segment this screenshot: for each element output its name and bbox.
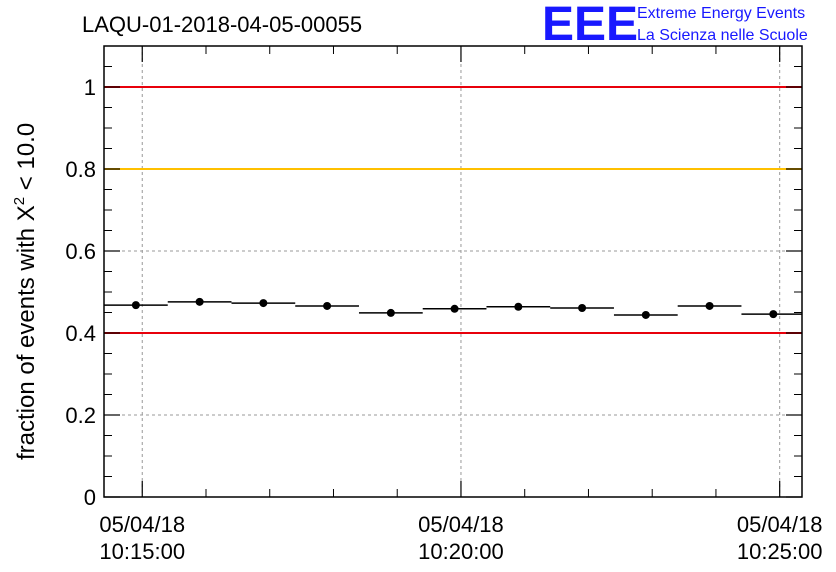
y-axis-label: fraction of events with X2 < 10.0 xyxy=(11,123,40,460)
y-axis-label-symbol: X xyxy=(13,205,40,221)
x-tick-date: 05/04/18 xyxy=(737,512,823,537)
x-tick-time: 10:15:00 xyxy=(99,539,185,564)
y-axis-label-prefix: fraction of events with xyxy=(13,221,40,460)
chart-title: LAQU-01-2018-04-05-00055 xyxy=(82,12,362,37)
y-tick-label: 0.2 xyxy=(65,403,96,428)
y-axis-label-exponent: 2 xyxy=(11,197,28,205)
y-tick-label: 0.6 xyxy=(65,239,96,264)
y-tick-label: 0.8 xyxy=(65,157,96,182)
axis-ticks xyxy=(104,45,802,498)
logo-mark: EEE xyxy=(542,0,638,51)
data-point xyxy=(514,302,523,311)
data-point xyxy=(195,297,204,306)
y-tick-label: 0 xyxy=(84,485,96,510)
y-axis-label-suffix: < 10.0 xyxy=(13,123,40,197)
data-point xyxy=(259,299,268,308)
data-point xyxy=(578,303,587,312)
logo-line2: La Scienza nelle Scuole xyxy=(637,27,808,44)
data-point xyxy=(131,301,140,310)
eee-logo: EEE Extreme Energy Events La Scienza nel… xyxy=(542,0,808,51)
x-tick-date: 05/04/18 xyxy=(99,512,185,537)
data-point xyxy=(769,310,778,319)
data-point xyxy=(450,304,459,313)
y-tick-label: 0.4 xyxy=(65,321,96,346)
logo-line1: Extreme Energy Events xyxy=(637,5,805,22)
data-point xyxy=(323,301,332,310)
x-tick-date: 05/04/18 xyxy=(418,512,504,537)
plot-frame xyxy=(103,45,803,498)
y-tick-label: 1 xyxy=(84,75,96,100)
tick-labels: 00.20.40.60.8105/04/1810:15:0005/04/1810… xyxy=(65,75,822,564)
x-tick-time: 10:20:00 xyxy=(418,539,504,564)
data-point xyxy=(641,310,650,319)
x-tick-time: 10:25:00 xyxy=(737,539,823,564)
data-point xyxy=(705,301,714,310)
data-points xyxy=(104,297,802,319)
reference-lines xyxy=(104,86,802,334)
data-point xyxy=(386,308,395,317)
grid-layer xyxy=(104,46,802,497)
